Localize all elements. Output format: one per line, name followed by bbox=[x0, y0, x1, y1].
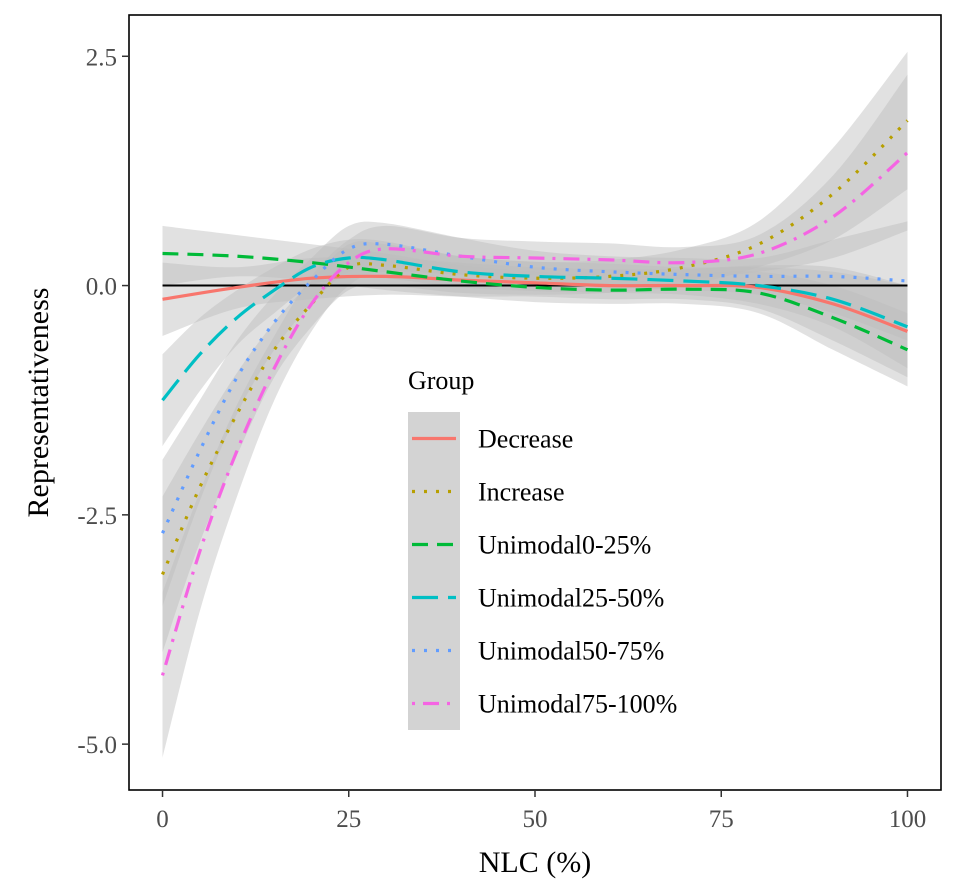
legend-label: Increase bbox=[478, 478, 565, 507]
legend-label: Unimodal0-25% bbox=[478, 531, 651, 560]
confidence-band-5 bbox=[162, 74, 908, 758]
x-tick-label: 75 bbox=[709, 806, 734, 833]
series-lines bbox=[160, 119, 909, 676]
y-axis-title: Representativeness bbox=[22, 288, 55, 518]
y-tick-label: 0.0 bbox=[86, 274, 117, 301]
confidence-band-0 bbox=[162, 257, 908, 378]
x-axis-title: NLC (%) bbox=[479, 846, 591, 879]
legend-label: Unimodal50-75% bbox=[478, 637, 664, 666]
x-tick-label: 25 bbox=[336, 806, 361, 833]
y-tick-label: -2.5 bbox=[77, 503, 117, 530]
legend-label: Unimodal75-100% bbox=[478, 690, 677, 719]
legend-title: Group bbox=[408, 366, 474, 395]
series-line-2 bbox=[162, 251, 909, 352]
legend-key-background bbox=[408, 465, 460, 518]
x-tick-label: 100 bbox=[889, 806, 927, 833]
x-tick-label: 0 bbox=[156, 806, 169, 833]
y-tick-label: -5.0 bbox=[77, 732, 117, 759]
legend-key-background bbox=[408, 624, 460, 677]
series-line-4 bbox=[161, 242, 908, 534]
series-line-3 bbox=[161, 255, 909, 402]
axes: 0 25 50 75 100 -5.0 -2.5 0.0 2.5 NLC (%) Represent… bbox=[22, 44, 926, 879]
y-tick-label: 2.5 bbox=[86, 44, 117, 71]
confidence-band-4 bbox=[162, 221, 908, 607]
series-line-0 bbox=[162, 274, 909, 333]
series-line-5 bbox=[160, 151, 909, 676]
legend-label: Decrease bbox=[478, 425, 573, 454]
x-tick-label: 50 bbox=[523, 806, 548, 833]
legend-label: Unimodal25-50% bbox=[478, 584, 664, 613]
legend: Group Decrease Increase Unimodal0-25% Unimod… bbox=[408, 366, 677, 730]
